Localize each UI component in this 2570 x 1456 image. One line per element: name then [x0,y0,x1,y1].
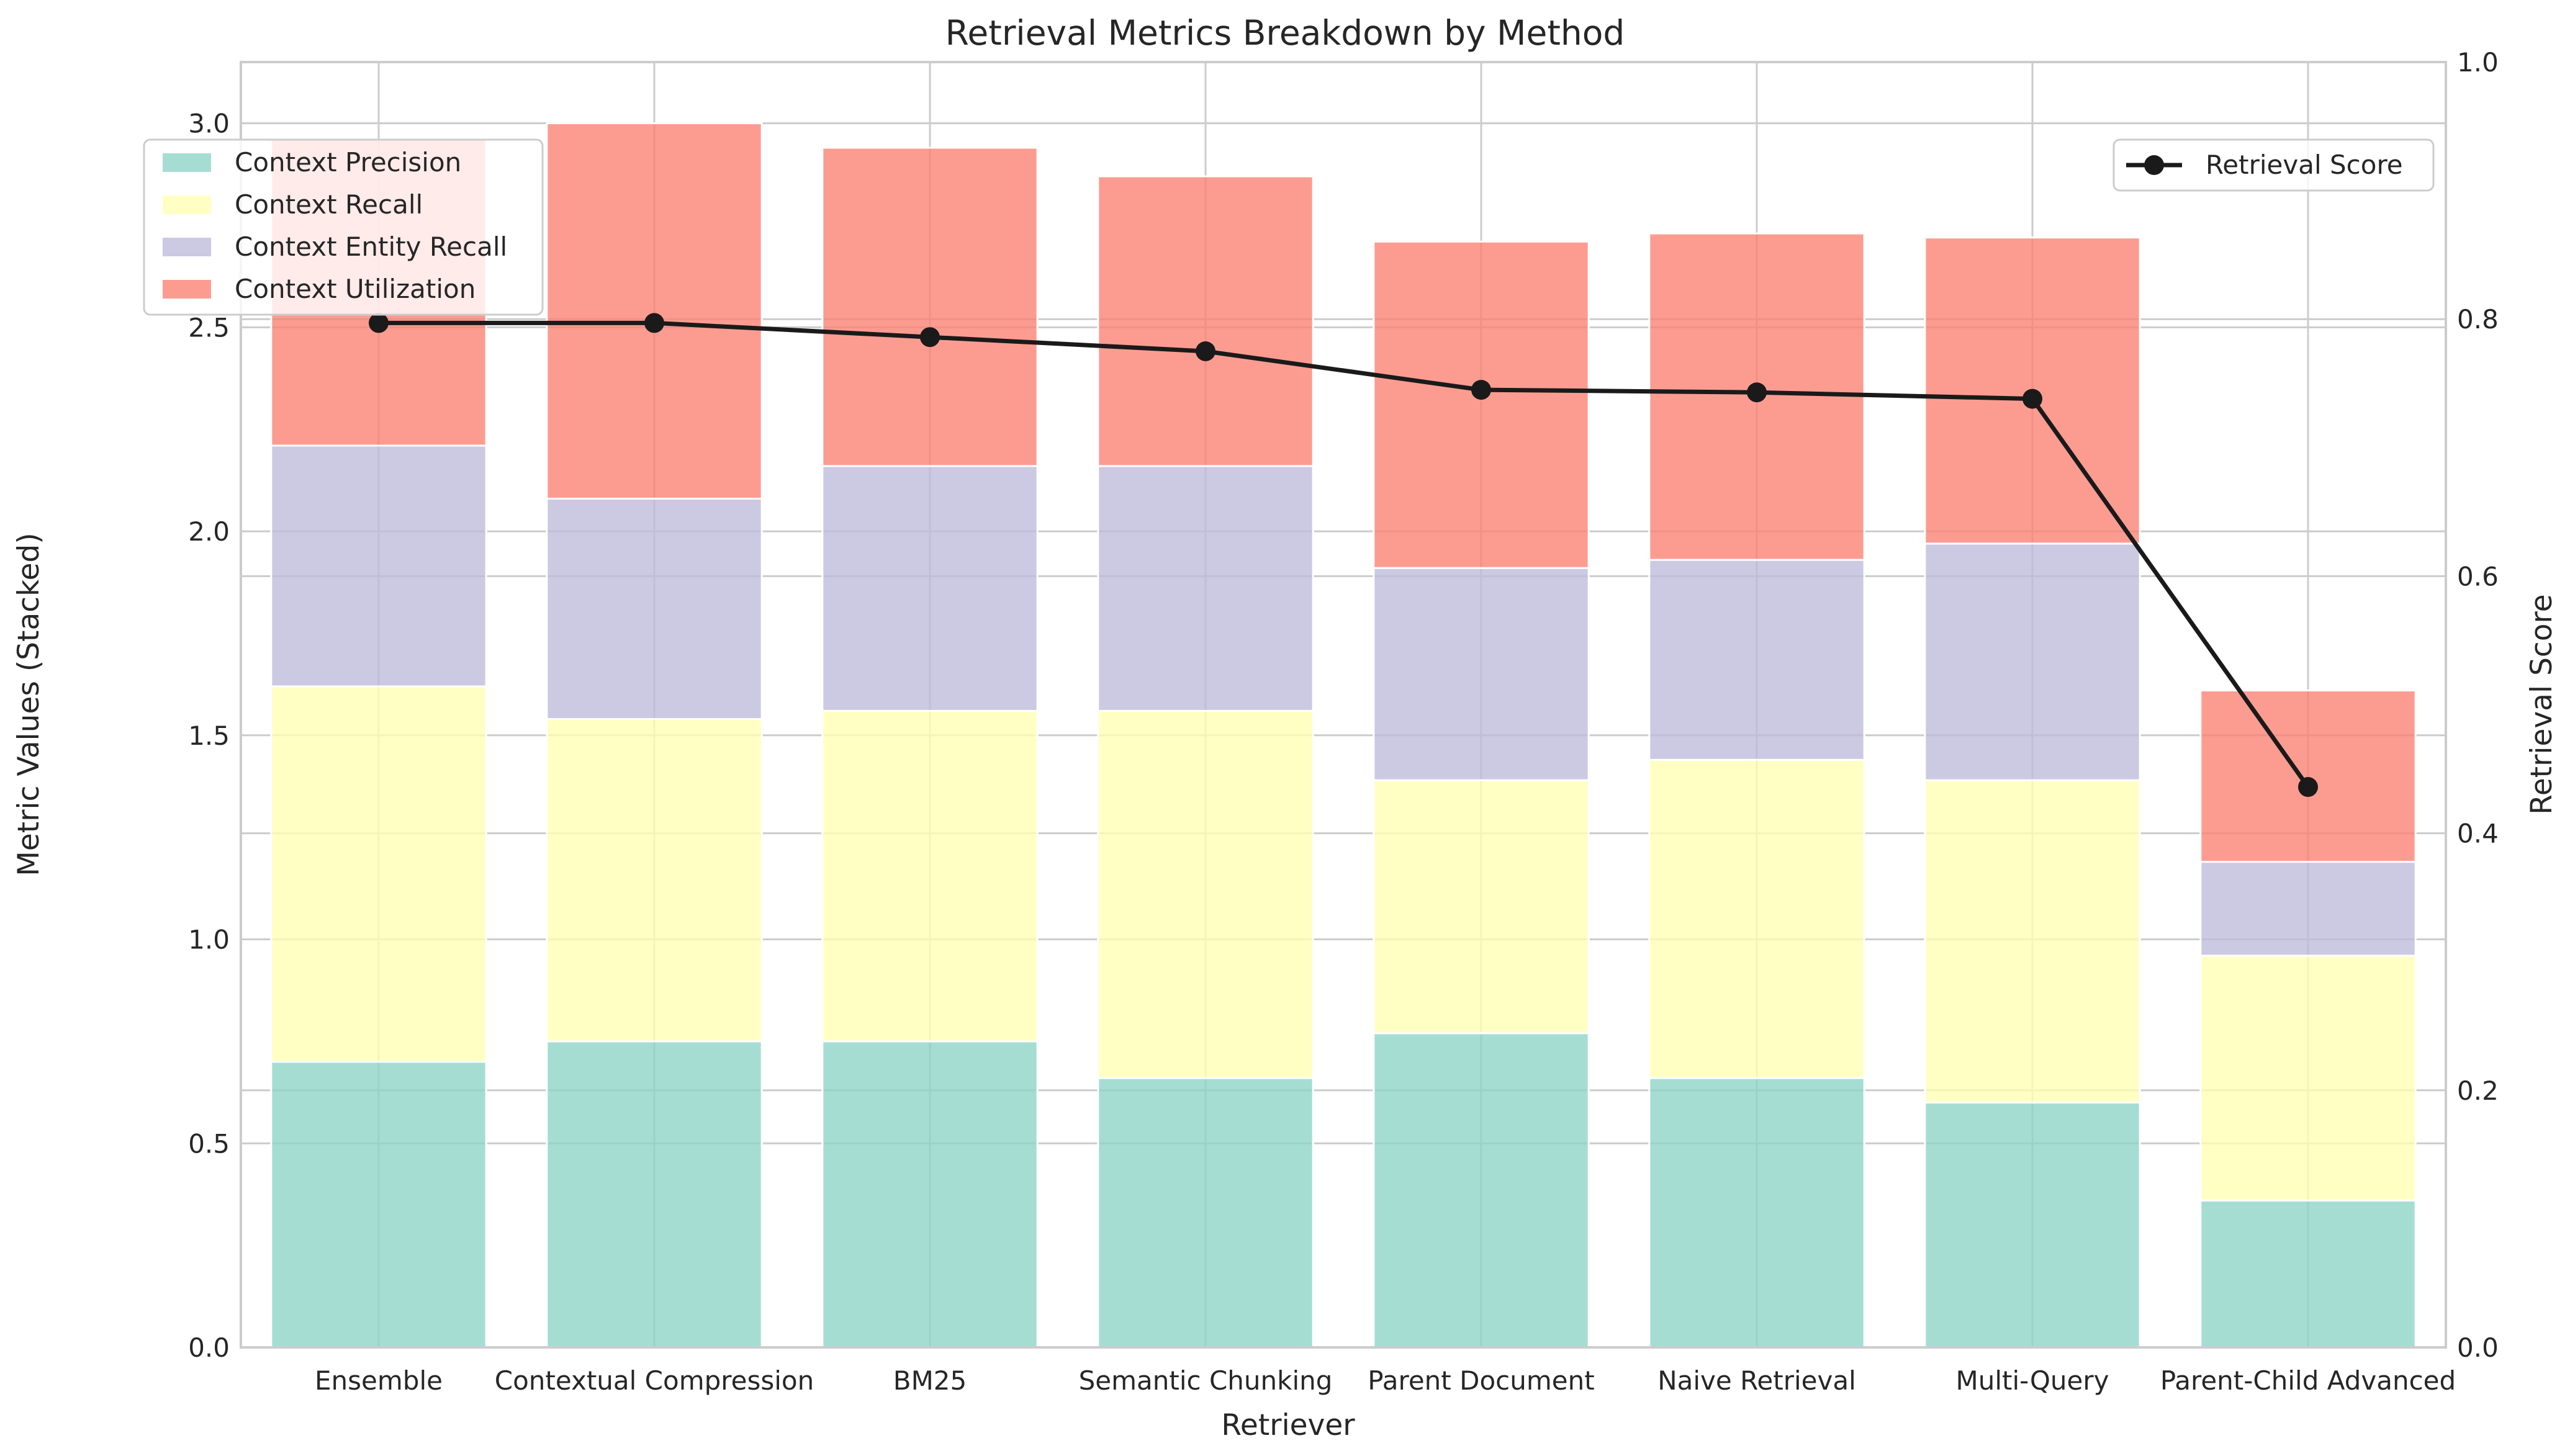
bars [270,122,2417,1349]
y2-axis-label: Retrieval Score [2525,594,2559,814]
legend-label-context-recall: Context Recall [235,189,423,220]
bar-context-utilization [821,146,1039,467]
bar-context-recall [2199,955,2417,1202]
legend-marker-retrieval-score [2144,155,2164,175]
y2-tick-label: 1.0 [2457,47,2499,78]
y-tick-label: 2.5 [188,312,230,343]
bar-context-recall [546,718,763,1043]
x-tick-label: Parent-Child Advanced [2160,1365,2456,1396]
legend-label-context-utilization: Context Utilization [235,274,476,304]
bar-context-precision [1097,1077,1314,1349]
retrieval-score-point [920,327,940,348]
x-tick-label: Semantic Chunking [1079,1365,1333,1396]
x-tick-label: Naive Retrieval [1657,1365,1856,1396]
y2-tick-label: 0.0 [2457,1332,2499,1363]
retrieval-score-point [1196,341,1215,361]
x-tick-label: Parent Document [1368,1365,1594,1396]
bar-context-utilization [1373,240,1590,569]
bar-context-entity-recall [546,497,763,721]
bar-context-precision [1373,1032,1590,1349]
legend-swatch-context-recall [163,195,211,214]
y2-tick-label: 0.8 [2457,304,2499,335]
y2-tick-label: 0.6 [2457,561,2499,591]
left-axis-ticks: 0.0 0.5 1.0 1.5 2.0 2.5 3.0 [188,109,230,1363]
retrieval-score-point [369,313,389,333]
x-tick-label: Contextual Compression [495,1365,814,1396]
bar-context-precision [270,1061,487,1349]
retrieval-score-line [369,313,2318,798]
y-tick-label: 3.0 [188,109,230,139]
legend-label-context-precision: Context Precision [235,147,461,178]
y-tick-label: 1.5 [188,721,230,751]
y-tick-label: 2.0 [188,516,230,547]
bar-context-utilization [546,122,763,500]
bar-context-entity-recall [1648,559,1865,761]
bar-context-entity-recall [270,444,487,688]
chart-title: Retrieval Metrics Breakdown by Method [945,13,1625,53]
y2-tick-label: 0.4 [2457,819,2499,849]
y-tick-label: 0.0 [188,1332,230,1363]
legend-swatch-context-utilization [163,280,211,299]
bar-context-entity-recall [821,465,1039,712]
y-axis-label: Metric Values (Stacked) [12,533,46,876]
y-tick-label: 1.0 [188,925,230,955]
bar-context-precision [821,1040,1039,1349]
y2-tick-label: 0.2 [2457,1076,2499,1106]
bar-context-recall [270,685,487,1063]
retrieval-score-point [2022,389,2042,409]
legend-label-retrieval-score: Retrieval Score [2206,150,2403,180]
legend-swatch-context-precision [163,153,211,172]
x-axis-ticks: Ensemble Contextual Compression BM25 Semant… [315,1365,2456,1396]
legend-retrieval-score: Retrieval Score [2112,138,2435,192]
bar-context-precision [1648,1077,1865,1349]
bar-context-recall [1648,758,1865,1079]
legend-metrics: Context Precision Context Recall Context E… [143,138,544,316]
right-axis-ticks: 0.0 0.2 0.4 0.6 0.8 1.0 [2457,47,2499,1363]
bar-context-precision [1924,1102,2141,1349]
bar-context-recall [821,709,1039,1043]
bar-context-utilization [2199,689,2417,863]
bar-context-precision [2199,1199,2417,1349]
bar-context-precision [546,1040,763,1349]
bar-context-recall [1097,709,1314,1079]
retrieval-score-path [379,320,2310,789]
retrieval-score-point [1747,382,1767,403]
bar-context-entity-recall [1373,567,1590,781]
x-tick-label: Multi-Query [1956,1365,2109,1396]
retrieval-score-point [2298,777,2318,798]
plot-frame [240,61,2447,1349]
bar-context-entity-recall [1097,465,1314,712]
bar-context-utilization [1097,175,1314,467]
bar-context-entity-recall [2199,861,2417,957]
bar-context-recall [1924,779,2141,1104]
x-tick-label: Ensemble [315,1365,443,1396]
legend-label-context-entity-recall: Context Entity Recall [235,231,507,262]
retrieval-score-point [1471,380,1491,400]
legend-swatch-context-entity-recall [163,238,211,256]
bar-context-entity-recall [1924,542,2141,781]
bar-context-recall [1373,779,1590,1035]
retrieval-score-point [644,313,664,333]
y-tick-label: 0.5 [188,1128,230,1159]
x-axis-label: Retriever [1221,1408,1355,1442]
x-tick-label: BM25 [893,1365,967,1396]
